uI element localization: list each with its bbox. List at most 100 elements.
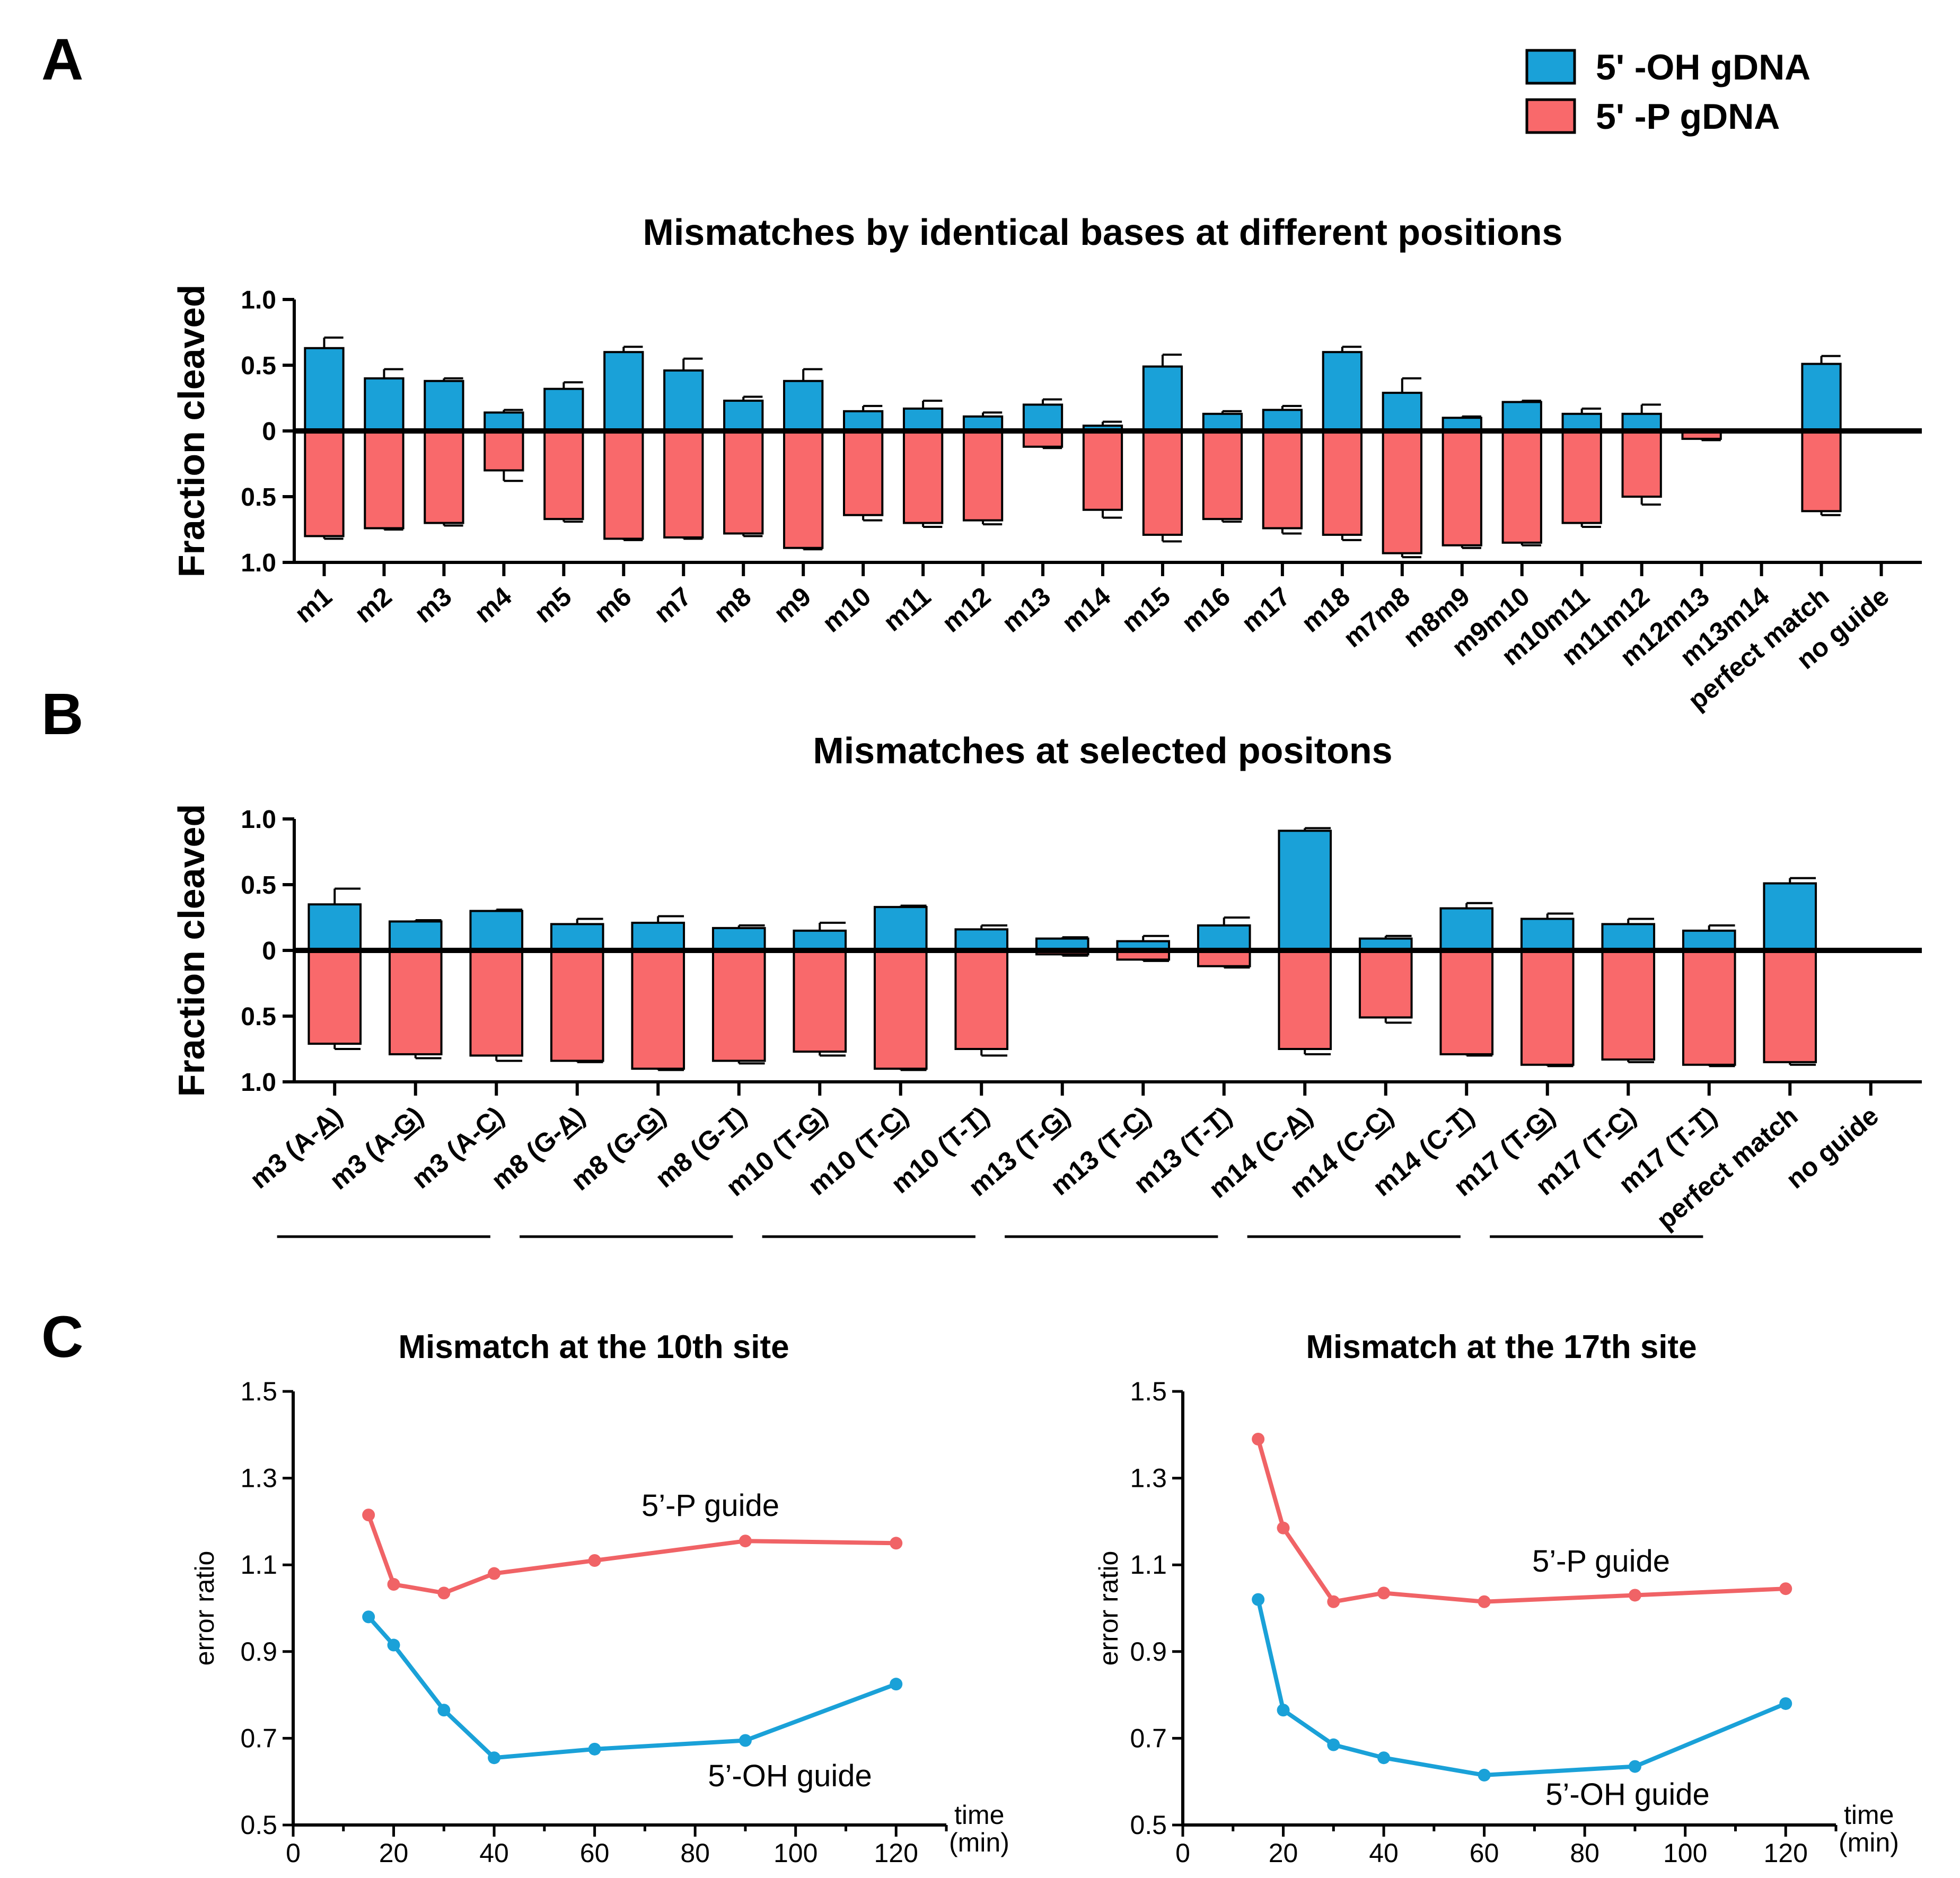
bar-p-13 xyxy=(1358,949,1413,1019)
x-tick-label: 80 xyxy=(1570,1838,1599,1868)
bar-chart-a: Mismatches by identical bases at differe… xyxy=(171,211,1922,716)
y-tick-label: 1.1 xyxy=(240,1550,277,1580)
bar-chart-b: Mismatches at selected positons Fraction … xyxy=(171,730,1922,1238)
bar-oh-14 xyxy=(1142,365,1183,432)
point-p-guide-6 xyxy=(890,1537,903,1550)
bar-p-19 xyxy=(1442,430,1482,546)
panel-letter-a: A xyxy=(41,27,83,92)
chart-title: Mismatch at the 17th site xyxy=(1306,1329,1697,1365)
x-tick-label: 40 xyxy=(479,1838,509,1868)
bar-p-5 xyxy=(603,430,644,540)
bar-p-7 xyxy=(873,949,928,1070)
bar-oh-18 xyxy=(1763,882,1817,952)
bar-oh-0 xyxy=(304,347,345,433)
bar-oh-6 xyxy=(793,929,847,952)
bar-p-15 xyxy=(1202,430,1243,521)
point-oh-guide-4 xyxy=(588,1742,601,1756)
bar-p-8 xyxy=(783,430,824,549)
point-p-guide-0 xyxy=(1252,1432,1265,1445)
bar-oh-14 xyxy=(1439,907,1494,952)
bar-p-13 xyxy=(1082,430,1123,511)
point-oh-guide-2 xyxy=(1327,1738,1340,1751)
series-line-oh-guide xyxy=(367,1615,897,1760)
x-tick-label: m11 xyxy=(878,581,937,637)
line-chart-site-17: Mismatch at the 17th site error ratio 0.5 0… xyxy=(1094,1329,1899,1868)
bar-p-17 xyxy=(1682,949,1736,1066)
x-tick-label: m12 xyxy=(936,581,996,638)
legend-swatch-p xyxy=(1525,98,1576,134)
x-tick-label: m5 xyxy=(529,581,577,629)
y-axis-label: error ratio xyxy=(190,1551,219,1666)
x-tick-label: m10 xyxy=(817,581,877,638)
point-oh-guide-6 xyxy=(1779,1697,1792,1710)
x-tick-label: m3 xyxy=(409,581,457,629)
bar-oh-17 xyxy=(1682,929,1736,952)
bar-p-9 xyxy=(843,430,884,516)
bar-p-18 xyxy=(1382,430,1422,554)
bar-p-8 xyxy=(954,949,1009,1050)
y-tick-label: 1.0 xyxy=(241,549,276,577)
y-tick-label: 1.0 xyxy=(241,1069,276,1097)
x-tick-label: m6 xyxy=(588,581,637,629)
bar-p-0 xyxy=(304,430,345,537)
point-p-guide-0 xyxy=(362,1509,375,1522)
bar-p-2 xyxy=(424,430,464,524)
y-axis-label: error ratio xyxy=(1094,1551,1123,1666)
panel-letter-c: C xyxy=(41,1304,83,1370)
x-tick-label: m7m8 xyxy=(1338,581,1416,654)
bar-oh-12 xyxy=(1022,403,1064,433)
x-tick-label: 40 xyxy=(1369,1838,1399,1868)
bar-oh-6 xyxy=(663,369,704,432)
point-p-guide-2 xyxy=(437,1586,451,1600)
x-tick-label: m7 xyxy=(648,581,697,629)
y-tick-label: 0.7 xyxy=(1130,1723,1167,1753)
bar-p-11 xyxy=(962,430,1004,522)
bar-oh-20 xyxy=(1501,401,1542,433)
point-oh-guide-0 xyxy=(1252,1593,1265,1606)
y-axis-label: Fraction cleaved xyxy=(171,285,212,577)
bar-oh-15 xyxy=(1520,918,1575,951)
y-tick-label: 1.5 xyxy=(1130,1377,1167,1406)
bar-oh-2 xyxy=(424,380,464,433)
bar-oh-7 xyxy=(873,906,928,952)
y-tick-label: 0.9 xyxy=(240,1637,277,1667)
chart-title: Mismatch at the 10th site xyxy=(398,1329,789,1365)
x-axis-label-time: time xyxy=(954,1800,1004,1830)
bar-oh-16 xyxy=(1601,923,1656,952)
x-tick-label: 60 xyxy=(580,1838,610,1868)
series-line-p-guide xyxy=(366,1514,896,1595)
bar-p-3 xyxy=(550,949,604,1062)
x-tick-label: 100 xyxy=(1663,1838,1707,1868)
point-oh-guide-3 xyxy=(1377,1751,1391,1765)
bar-oh-3 xyxy=(550,923,604,952)
bar-oh-11 xyxy=(1197,924,1251,952)
bar-p-2 xyxy=(469,949,524,1057)
legend: 5' -OH gDNA 5' -P gDNA xyxy=(1525,47,1810,137)
bar-oh-9 xyxy=(843,410,884,432)
bar-p-25 xyxy=(1801,430,1842,513)
bar-oh-4 xyxy=(543,387,584,433)
y-tick-label: 0.5 xyxy=(241,483,276,512)
bar-p-21 xyxy=(1561,430,1602,524)
bar-p-3 xyxy=(484,430,524,472)
x-tick-label: 0 xyxy=(286,1838,301,1868)
bar-p-16 xyxy=(1601,949,1656,1061)
bar-oh-8 xyxy=(954,928,1009,951)
bar-oh-7 xyxy=(723,399,764,433)
series-label-oh-guide: 5’-OH guide xyxy=(1545,1777,1709,1812)
x-tick-label: 0 xyxy=(1175,1838,1190,1868)
point-p-guide-2 xyxy=(1327,1595,1340,1608)
series-label-p-guide: 5’-P guide xyxy=(1532,1544,1670,1579)
x-tick-label: 20 xyxy=(1269,1838,1298,1868)
x-tick-label-prefix: no guide xyxy=(1780,1101,1884,1195)
x-tick-label: m13 xyxy=(996,581,1056,638)
bar-oh-12 xyxy=(1278,830,1332,951)
point-oh-guide-3 xyxy=(488,1751,501,1765)
bar-p-6 xyxy=(663,430,704,539)
y-tick-label: 0 xyxy=(262,937,276,965)
point-p-guide-6 xyxy=(1779,1582,1792,1595)
y-axis-label: Fraction cleaved xyxy=(171,804,212,1097)
x-tick-label: m17 xyxy=(1236,581,1296,638)
point-oh-guide-1 xyxy=(1277,1704,1290,1717)
chart-title: Mismatches at selected positons xyxy=(813,730,1392,771)
